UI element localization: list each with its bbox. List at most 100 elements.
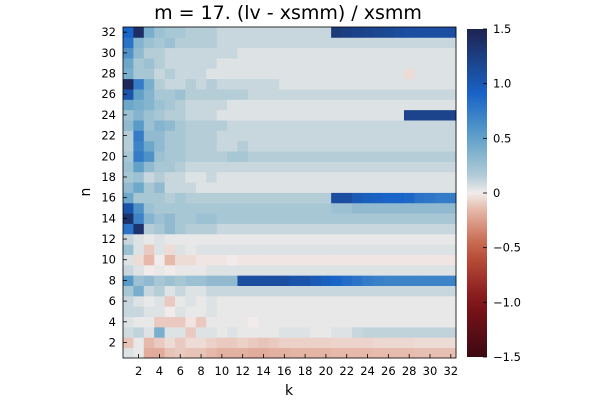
heatmap-cell-n5-k2 — [133, 306, 145, 318]
heatmap-cell-n7-k4 — [154, 285, 166, 297]
heatmap-cell-n27-k10 — [216, 78, 228, 90]
heatmap-cell-n10-k8 — [195, 254, 207, 266]
heatmap-cell-n25-k10 — [216, 99, 228, 111]
heatmap-cell-n4-k10 — [216, 316, 228, 328]
heatmap-cell-n2-k32 — [445, 337, 457, 349]
heatmap-cell-n9-k8 — [195, 264, 207, 276]
heatmap-cell-n3-k16 — [279, 326, 290, 338]
heatmap-cell-n3-k32 — [445, 326, 457, 338]
heatmap-cell-n11-k23 — [351, 244, 363, 255]
heatmap-cell-n29-k22 — [341, 58, 353, 69]
heatmap-cell-n5-k28 — [403, 306, 415, 318]
heatmap-cell-n21-k25 — [372, 140, 384, 152]
heatmap-cell-n2-k7 — [185, 337, 197, 349]
heatmap-cell-n30-k22 — [341, 47, 353, 59]
y-tick-label: 8 — [109, 273, 116, 287]
heatmap-cell-n6-k5 — [164, 295, 176, 307]
heatmap-cell-n20-k21 — [331, 151, 342, 162]
heatmap-cell-n19-k22 — [341, 161, 353, 173]
heatmap-cell-n17-k2 — [133, 182, 145, 193]
heatmap-cell-n4-k32 — [445, 316, 457, 328]
heatmap-cell-n28-k29 — [414, 68, 426, 80]
heatmap-cell-n31-k9 — [206, 37, 218, 49]
heatmap-cell-n15-k5 — [164, 202, 176, 214]
heatmap-cell-n18-k18 — [299, 171, 311, 183]
heatmap-cell-n15-k31 — [435, 202, 446, 214]
heatmap-cell-n28-k14 — [258, 68, 270, 80]
heatmap-cell-n4-k9 — [206, 316, 218, 328]
heatmap-cell-n8-k18 — [299, 275, 311, 286]
heatmap-cell-n32-k7 — [185, 27, 197, 38]
heatmap-cell-n28-k13 — [247, 68, 259, 80]
heatmap-cell-n23-k6 — [175, 120, 186, 131]
heatmap-cell-n14-k31 — [435, 213, 446, 224]
heatmap-cell-n5-k17 — [289, 306, 301, 318]
heatmap-cell-n27-k23 — [351, 78, 363, 90]
heatmap-cell-n17-k8 — [195, 182, 207, 193]
heatmap-cell-n22-k26 — [383, 130, 394, 142]
heatmap-cell-n17-k12 — [237, 182, 249, 193]
heatmap-cell-n29-k23 — [351, 58, 363, 69]
heatmap-cell-n6-k30 — [424, 295, 436, 307]
heatmap-cell-n32-k29 — [414, 27, 426, 38]
heatmap-cell-n22-k25 — [372, 130, 384, 142]
heatmap-cell-n2-k15 — [268, 337, 280, 349]
heatmap-cell-n19-k29 — [414, 161, 426, 173]
heatmap-cell-n31-k23 — [351, 37, 363, 49]
heatmap-cell-n21-k4 — [154, 140, 166, 152]
heatmap-cell-n21-k24 — [362, 140, 374, 152]
heatmap-cell-n25-k28 — [403, 99, 415, 111]
heatmap-cell-n32-k10 — [216, 27, 228, 38]
heatmap-cell-n30-k20 — [320, 47, 332, 59]
heatmap-cell-n28-k25 — [372, 68, 384, 80]
heatmap-cell-n18-k6 — [175, 171, 186, 183]
heatmap-cell-n27-k3 — [143, 78, 155, 90]
heatmap-cell-n20-k7 — [185, 151, 197, 162]
heatmap-cell-n27-k32 — [445, 78, 457, 90]
heatmap-cell-n5-k30 — [424, 306, 436, 318]
heatmap-cell-n17-k11 — [227, 182, 238, 193]
heatmap-cell-n23-k4 — [154, 120, 166, 131]
y-tick-label: 6 — [109, 294, 116, 308]
heatmap-cell-n10-k14 — [258, 254, 270, 266]
heatmap-cell-n31-k26 — [383, 37, 394, 49]
heatmap-cell-n16-k12 — [237, 192, 249, 204]
heatmap-cell-n11-k22 — [341, 244, 353, 255]
heatmap-cell-n17-k6 — [175, 182, 186, 193]
heatmap-cell-n16-k8 — [195, 192, 207, 204]
heatmap-cell-n28-k16 — [279, 68, 290, 80]
heatmap-cell-n8-k27 — [393, 275, 405, 286]
heatmap-cell-n6-k32 — [445, 295, 457, 307]
heatmap-cell-n13-k4 — [154, 223, 166, 235]
colorbar-tick-label: −0.5 — [493, 241, 521, 255]
heatmap-cell-n4-k7 — [185, 316, 197, 328]
heatmap-cell-n28-k24 — [362, 68, 374, 80]
heatmap-cell-n28-k18 — [299, 68, 311, 80]
heatmap-cell-n28-k12 — [237, 68, 249, 80]
heatmap-cell-n12-k1 — [123, 233, 134, 245]
heatmap-cell-n17-k4 — [154, 182, 166, 193]
heatmap-cell-n5-k32 — [445, 306, 457, 318]
heatmap-cell-n21-k16 — [279, 140, 290, 152]
heatmap-cell-n10-k32 — [445, 254, 457, 266]
x-tick-label: 4 — [156, 364, 163, 378]
heatmap-cell-n13-k25 — [372, 223, 384, 235]
heatmap-cell-n22-k22 — [341, 130, 353, 142]
heatmap-cell-n25-k17 — [289, 99, 301, 111]
heatmap-cell-n10-k27 — [393, 254, 405, 266]
heatmap-cell-n18-k12 — [237, 171, 249, 183]
heatmap-cell-n2-k1 — [123, 337, 134, 349]
heatmap-cell-n4-k30 — [424, 316, 436, 328]
heatmap-cell-n15-k19 — [310, 202, 322, 214]
heatmap-cell-n31-k19 — [310, 37, 322, 49]
heatmap-cell-n9-k4 — [154, 264, 166, 276]
heatmap-cell-n23-k15 — [268, 120, 280, 131]
heatmap-cell-n30-k25 — [372, 47, 384, 59]
heatmap-cell-n27-k24 — [362, 78, 374, 90]
heatmap-cell-n6-k6 — [175, 295, 186, 307]
heatmap-cell-n7-k21 — [331, 285, 342, 297]
heatmap-cell-n13-k1 — [123, 223, 134, 235]
heatmap-cell-n29-k4 — [154, 58, 166, 69]
heatmap-cell-n16-k1 — [123, 192, 134, 204]
heatmap-cell-n4-k24 — [362, 316, 374, 328]
